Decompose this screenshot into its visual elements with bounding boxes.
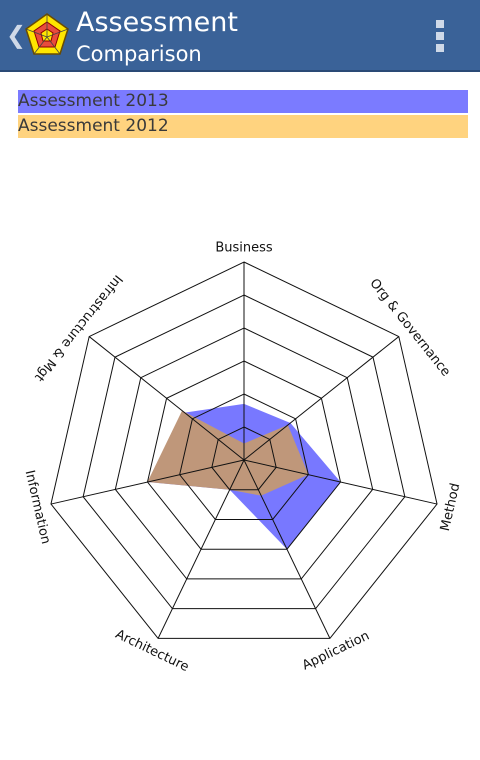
- grid-ring: [50, 261, 438, 639]
- grid-spoke: [243, 459, 331, 639]
- radar-chart-icon[interactable]: [24, 12, 70, 58]
- grid-ring: [179, 393, 309, 520]
- grid-spoke: [88, 336, 245, 461]
- axis-label: Org & Governance: [366, 276, 453, 380]
- grid-ring: [114, 327, 374, 580]
- axis-label: Application: [300, 628, 372, 673]
- overflow-menu-icon[interactable]: [428, 18, 452, 54]
- grid-spoke: [50, 459, 245, 505]
- radar-chart: Business Org & Governance Method Applicatio…: [22, 241, 464, 676]
- grid-spoke: [243, 336, 400, 461]
- grid-spoke: [157, 459, 245, 639]
- grid-spoke: [243, 459, 438, 505]
- chevron-left-icon[interactable]: ❮: [6, 21, 27, 49]
- axis-label: Information: [22, 469, 53, 546]
- action-bar: ❮ Assessment Comparison: [0, 0, 480, 72]
- axis-label: Infrastructure & Mgt: [31, 272, 125, 385]
- page-subtitle: Comparison: [76, 42, 202, 66]
- grid-ring: [82, 294, 406, 610]
- grid-ring: [146, 360, 342, 550]
- series-area-2012: [147, 410, 309, 496]
- legend-item-2013: Assessment 2013: [18, 90, 468, 113]
- axis-label: Method: [438, 482, 463, 533]
- legend-item-2012: Assessment 2012: [18, 115, 468, 138]
- page-title: Assessment: [76, 7, 238, 38]
- grid-ring: [211, 426, 277, 491]
- axis-label: Architecture: [113, 627, 191, 675]
- axis-label: Business: [215, 241, 273, 256]
